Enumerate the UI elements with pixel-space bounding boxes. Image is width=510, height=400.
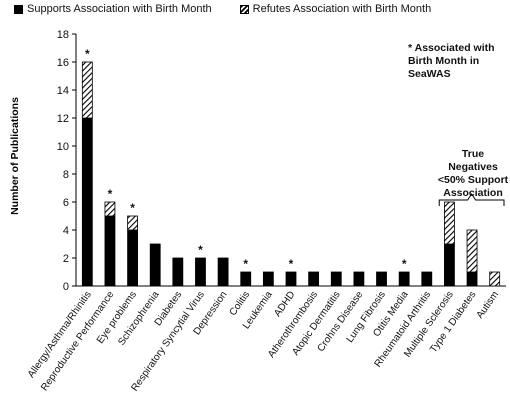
star-annotation: * Associated with Birth Month in SeaWAS <box>408 42 495 80</box>
y-tick-label: 0 <box>63 281 69 293</box>
star-marker: * <box>198 243 203 257</box>
star-marker: * <box>85 47 90 61</box>
star-marker: * <box>108 187 113 201</box>
legend-label-supports: Supports Association with Birth Month <box>27 3 212 15</box>
bar-refutes <box>489 271 501 287</box>
y-tick-label: 16 <box>57 57 69 69</box>
y-tick-label: 4 <box>63 225 69 237</box>
bar-refutes <box>466 229 478 273</box>
bar-supports <box>308 271 320 287</box>
bar-supports <box>466 271 478 287</box>
legend-label-refutes: Refutes Association with Birth Month <box>252 3 432 15</box>
bar-refutes <box>104 201 116 217</box>
bar-supports <box>330 271 342 287</box>
x-tick-label: Autism <box>475 289 502 320</box>
bar-refutes <box>81 61 93 119</box>
legend-item-refutes: Refutes Association with Birth Month <box>239 3 432 15</box>
bar-supports <box>398 271 410 287</box>
bar-supports <box>172 257 184 287</box>
star-marker: * <box>289 257 294 271</box>
bar-refutes <box>444 201 455 245</box>
bar-supports <box>376 271 387 287</box>
bar-refutes <box>127 215 138 231</box>
bar-supports <box>81 117 93 287</box>
star-marker: * <box>243 257 248 271</box>
bar-supports <box>444 243 455 287</box>
y-tick-label: 10 <box>57 141 69 153</box>
legend-item-supports: Supports Association with Birth Month <box>14 3 212 15</box>
bar-supports <box>421 271 433 287</box>
true-negatives-bracket <box>438 193 505 206</box>
bar-supports <box>353 271 365 287</box>
star-marker: * <box>130 201 135 215</box>
bar-supports <box>195 257 206 287</box>
true-negatives-annotation: True Negatives <50% Support Association <box>437 148 509 199</box>
bar-supports <box>149 243 161 287</box>
y-tick-label: 8 <box>63 169 69 181</box>
y-tick-label: 6 <box>63 197 69 209</box>
bar-supports <box>240 271 252 287</box>
legend-swatch-supports <box>14 4 23 14</box>
legend-swatch-refutes <box>239 4 249 14</box>
y-tick-label: 12 <box>57 113 69 125</box>
star-marker: * <box>402 257 407 271</box>
bar-supports <box>285 271 297 287</box>
bar-supports <box>217 257 229 287</box>
bar-supports <box>127 229 138 287</box>
bar-supports <box>104 215 116 287</box>
legend: Supports Association with Birth Month Re… <box>14 3 459 15</box>
y-tick-label: 18 <box>57 29 69 41</box>
y-tick-label: 14 <box>57 85 69 97</box>
bar-supports <box>262 271 274 287</box>
y-tick-label: 2 <box>63 253 69 265</box>
